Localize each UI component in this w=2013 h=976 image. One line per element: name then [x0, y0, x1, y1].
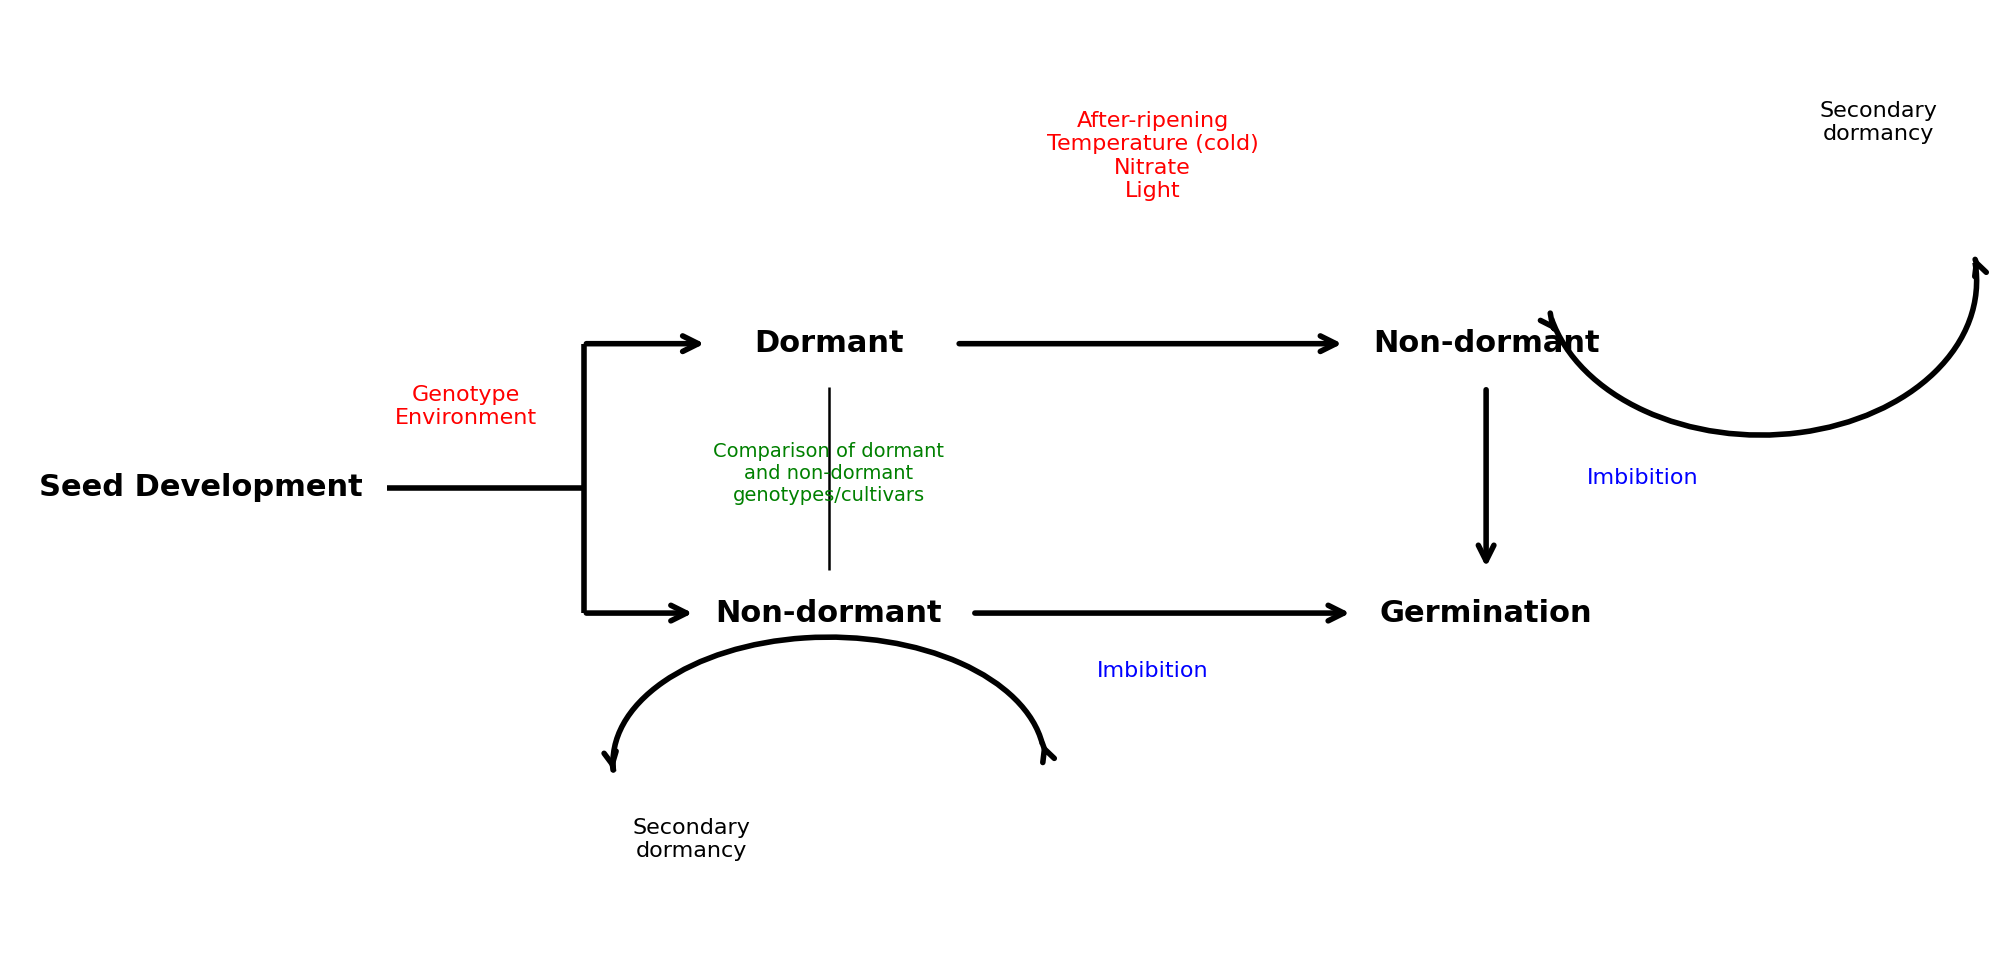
Text: Imbibition: Imbibition	[1588, 468, 1699, 488]
Text: Seed Development: Seed Development	[38, 473, 362, 503]
Text: Non-dormant: Non-dormant	[1373, 329, 1600, 358]
Text: Secondary
dormancy: Secondary dormancy	[632, 818, 751, 861]
Text: Comparison of dormant
and non-dormant
genotypes/cultivars: Comparison of dormant and non-dormant ge…	[713, 442, 944, 505]
Text: Dormant: Dormant	[755, 329, 904, 358]
Text: Secondary
dormancy: Secondary dormancy	[1820, 101, 1937, 144]
Text: Imbibition: Imbibition	[1097, 661, 1208, 681]
Text: After-ripening
Temperature (cold)
Nitrate
Light: After-ripening Temperature (cold) Nitrat…	[1047, 111, 1258, 201]
Text: Non-dormant: Non-dormant	[715, 598, 942, 628]
Text: Germination: Germination	[1379, 598, 1592, 628]
Text: Genotype
Environment: Genotype Environment	[395, 385, 537, 427]
